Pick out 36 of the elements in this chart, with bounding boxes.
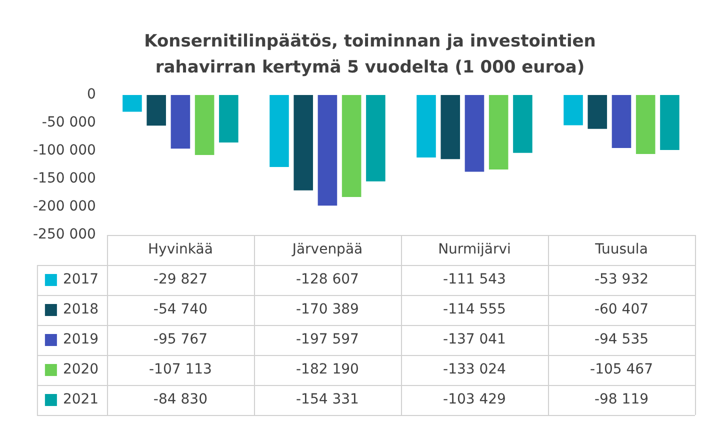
data-label: -105 467	[590, 362, 653, 378]
x-tick-label: Hyvinkää	[148, 242, 213, 258]
data-label: -103 429	[443, 392, 506, 408]
y-tick-label: -100 000	[32, 142, 96, 159]
legend-label: 2021	[62, 392, 99, 408]
x-tick-label: Nurmijärvi	[438, 242, 511, 258]
y-tick-label: -150 000	[32, 170, 96, 187]
legend-label: 2020	[62, 362, 99, 378]
data-label: -137 041	[443, 332, 506, 348]
y-tick-label: -200 000	[32, 198, 96, 215]
legend-label: 2018	[62, 302, 99, 318]
data-label: -197 597	[296, 332, 359, 348]
data-label: -111 543	[443, 272, 506, 288]
data-label: -182 190	[296, 362, 359, 378]
y-tick-label: -50 000	[42, 114, 96, 131]
data-label: -154 331	[296, 392, 359, 408]
data-label: -29 827	[153, 272, 208, 288]
data-label: -98 119	[594, 392, 649, 408]
y-tick-label: 0	[87, 86, 96, 103]
legend-label: 2017	[62, 272, 99, 288]
data-label: -107 113	[148, 362, 212, 378]
legend-label: 2019	[62, 332, 99, 348]
data-label: -133 024	[443, 362, 506, 378]
data-label: -95 767	[153, 332, 208, 348]
data-label: -170 389	[296, 302, 359, 318]
y-tick-label: -250 000	[32, 226, 96, 243]
data-label: -84 830	[153, 392, 208, 408]
data-label: -60 407	[594, 302, 649, 318]
x-tick-label: Järvenpää	[291, 242, 363, 258]
data-label: -54 740	[153, 302, 208, 318]
data-label: -53 932	[594, 272, 649, 288]
data-label: -114 555	[443, 302, 506, 318]
chart-title: Konsernitilinpäätös, toiminnan ja investointien rahavirran kertymä 5 vuodelta (1 000 euroa)	[144, 31, 596, 78]
data-label: -128 607	[296, 272, 359, 288]
x-tick-label: Tuusula	[594, 242, 648, 258]
data-label: -94 535	[594, 332, 649, 348]
